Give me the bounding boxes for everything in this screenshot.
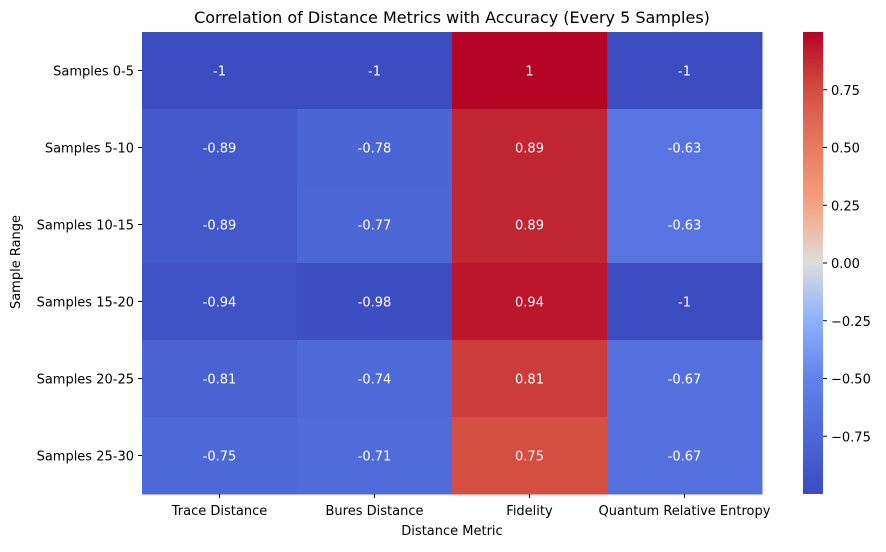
heatmap-annotations: -1 -1 1 -1 -0.89 -0.78 0.89 -0.63 -0.89 -0.77 0.89… — [203, 65, 702, 465]
heatmap-cell — [452, 32, 608, 110]
heatmap-cell — [142, 340, 298, 418]
cell-value-label: -0.67 — [668, 373, 702, 388]
chart-title: Correlation of Distance Metrics with Acc… — [194, 8, 710, 27]
cell-value-label: -1 — [368, 65, 381, 80]
cell-value-label: -1 — [213, 65, 226, 80]
y-tick-label: Samples 25-30 — [37, 450, 134, 465]
heatmap-cell — [452, 109, 608, 187]
cell-value-label: 0.81 — [515, 373, 544, 388]
cell-value-label: -0.77 — [358, 219, 392, 234]
cell-value-label: -0.67 — [668, 450, 702, 465]
cell-value-label: -1 — [678, 65, 691, 80]
heatmap-cell — [142, 263, 298, 341]
cell-value-label: 1 — [525, 65, 533, 80]
cell-value-label: 0.89 — [515, 142, 544, 157]
y-axis: Samples 0-5 Samples 5-10 Samples 10-15 Samp… — [37, 65, 142, 465]
colorbar-tick-label: −0.50 — [831, 373, 871, 388]
cell-value-label: -0.78 — [358, 142, 392, 157]
colorbar-tick-label: 0.00 — [831, 257, 860, 272]
heatmap-cell — [607, 186, 763, 264]
heatmap-cell — [452, 340, 608, 418]
heatmap-cell — [607, 340, 763, 418]
y-tick-label: Samples 10-15 — [37, 219, 134, 234]
x-axis-label: Distance Metric — [401, 524, 502, 539]
heatmap-cell — [452, 417, 608, 495]
heatmap-cell — [297, 32, 453, 110]
cell-value-label: -0.89 — [203, 219, 237, 234]
heatmap-cell — [607, 32, 763, 110]
colorbar-tick-label: 0.50 — [831, 142, 860, 157]
cell-value-label: -0.81 — [203, 373, 237, 388]
cell-value-label: -1 — [678, 296, 691, 311]
heatmap-cell — [297, 417, 453, 495]
colorbar-tick-label: −0.25 — [831, 315, 871, 330]
cell-value-label: -0.63 — [668, 142, 702, 157]
cell-value-label: -0.74 — [358, 373, 392, 388]
y-tick-label: Samples 0-5 — [53, 65, 134, 80]
heatmap-cell — [607, 263, 763, 341]
heatmap-cell — [452, 186, 608, 264]
heatmap-cell — [297, 186, 453, 264]
heatmap-cell — [142, 109, 298, 187]
cell-value-label: -0.98 — [358, 296, 392, 311]
cell-value-label: 0.94 — [515, 296, 544, 311]
x-tick-label: Trace Distance — [171, 504, 267, 519]
colorbar-tick-label: 0.75 — [831, 84, 860, 99]
colorbar-tick-label: −0.75 — [831, 430, 871, 445]
x-axis: Trace Distance Bures Distance Fidelity Quan… — [171, 494, 771, 519]
heatmap-cell — [297, 109, 453, 187]
heatmap-cell — [297, 340, 453, 418]
x-tick-label: Quantum Relative Entropy — [599, 504, 771, 519]
cell-value-label: -0.75 — [203, 450, 237, 465]
x-tick-label: Fidelity — [506, 504, 553, 519]
y-tick-label: Samples 15-20 — [37, 296, 134, 311]
heatmap-cell — [452, 263, 608, 341]
heatmap-cell — [607, 109, 763, 187]
cell-value-label: -0.63 — [668, 219, 702, 234]
x-tick-label: Bures Distance — [326, 504, 424, 519]
colorbar: 0.75 0.50 0.25 0.00 −0.25 −0.50 −0.75 — [803, 32, 871, 494]
cell-value-label: -0.94 — [203, 296, 237, 311]
cell-value-label: 0.89 — [515, 219, 544, 234]
y-axis-label: Sample Range — [9, 215, 24, 309]
colorbar-bar — [803, 32, 823, 494]
heatmap-cell — [607, 417, 763, 495]
heatmap-cells — [142, 32, 763, 495]
colorbar-tick-label: 0.25 — [831, 199, 860, 214]
y-tick-label: Samples 20-25 — [37, 373, 134, 388]
cell-value-label: -0.89 — [203, 142, 237, 157]
cell-value-label: -0.71 — [358, 450, 392, 465]
heatmap-cell — [142, 186, 298, 264]
heatmap-cell — [142, 417, 298, 495]
y-tick-label: Samples 5-10 — [45, 142, 134, 157]
cell-value-label: 0.75 — [515, 450, 544, 465]
heatmap-cell — [142, 32, 298, 110]
heatmap-cell — [297, 263, 453, 341]
